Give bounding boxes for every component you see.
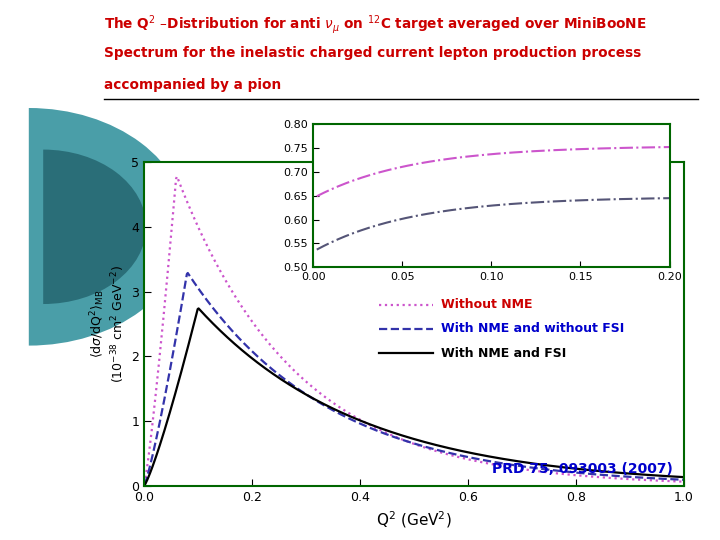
X-axis label: Q$^{2}$ (GeV$^{2}$): Q$^{2}$ (GeV$^{2}$) (376, 509, 452, 530)
Y-axis label: $\langle$d$\sigma$/dQ$^{2}\rangle_{\rm MB}$
(10$^{-38}$ cm$^{2}$ GeV$^{-2}$): $\langle$d$\sigma$/dQ$^{2}\rangle_{\rm M… (88, 265, 127, 383)
Text: The Q$^{2}$ –Distribution for anti $\nu_{\mu}$ on $^{12}$C target averaged over : The Q$^{2}$ –Distribution for anti $\nu_… (104, 14, 647, 36)
Text: With NME and without FSI: With NME and without FSI (441, 322, 624, 335)
Wedge shape (29, 108, 187, 346)
Wedge shape (43, 150, 146, 304)
Text: Spectrum for the inelastic charged current lepton production process: Spectrum for the inelastic charged curre… (104, 46, 642, 60)
Text: PRD 75, 093003 (2007): PRD 75, 093003 (2007) (492, 462, 673, 476)
Text: Without NME: Without NME (441, 298, 533, 311)
Text: accompanied by a pion: accompanied by a pion (104, 78, 282, 92)
Text: With NME and FSI: With NME and FSI (441, 347, 566, 360)
